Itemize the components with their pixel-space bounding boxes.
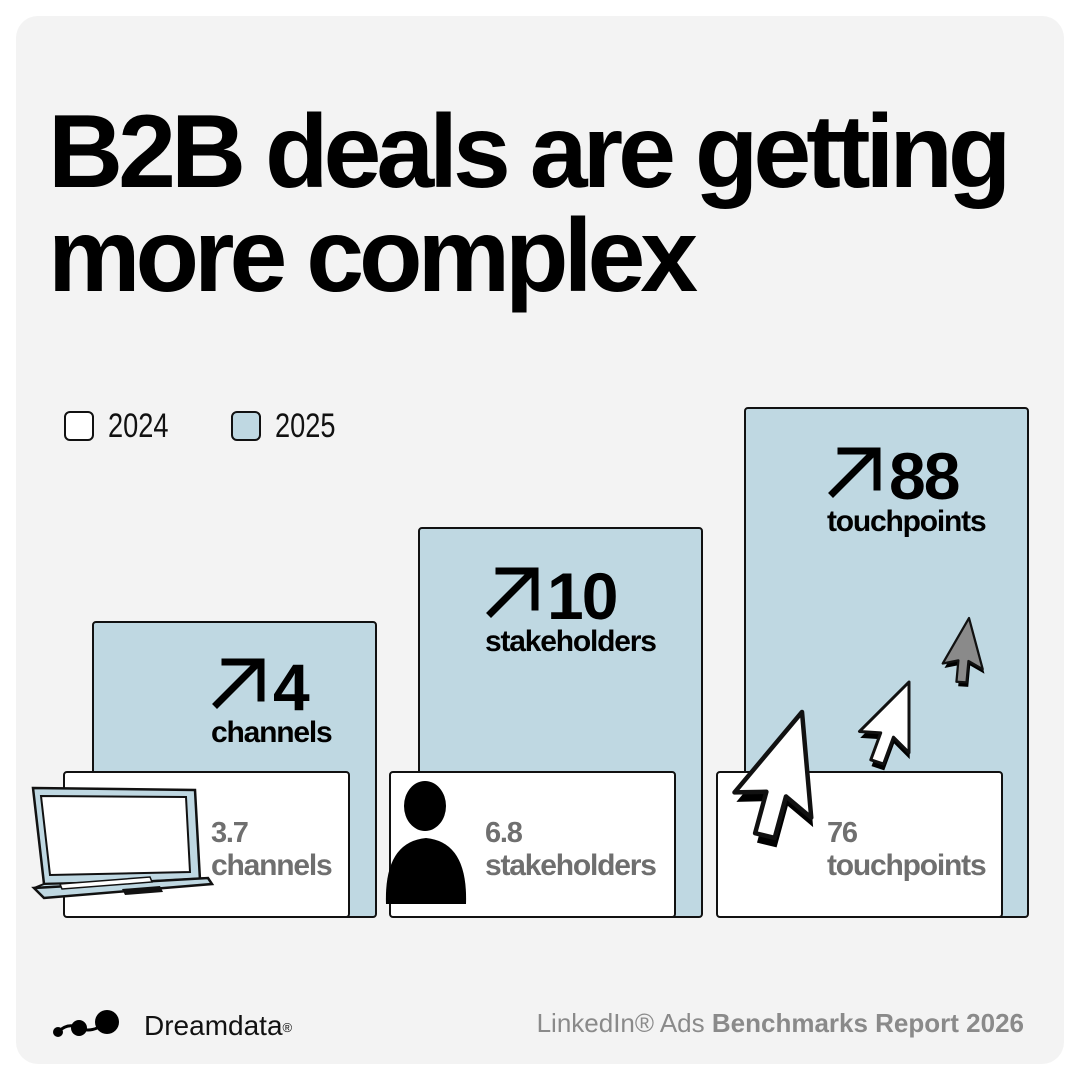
value-2025-stakeholders: 10 xyxy=(547,559,616,633)
arrow-up-right-icon xyxy=(486,567,539,618)
legend-item-2024: 2024 xyxy=(64,406,184,445)
unit-2025-stakeholders: stakeholders xyxy=(485,625,656,658)
arrow-up-right-icon xyxy=(212,658,265,709)
value-2025-channels: 4 xyxy=(273,650,310,724)
report-title: Benchmarks Report 2026 xyxy=(711,1008,1024,1038)
legend-item-2025: 2025 xyxy=(231,406,351,445)
value-2024-channels: 3.7 xyxy=(211,817,248,849)
value-2024-stakeholders: 6.8 xyxy=(485,817,523,849)
unit-2024-channels: channels xyxy=(211,849,332,882)
unit-2025-touchpoints: touchpoints xyxy=(827,505,986,538)
brand-name: Dreamdata® xyxy=(144,1010,293,1041)
laptop-icon xyxy=(31,786,215,900)
unit-2025-channels: channels xyxy=(211,716,332,749)
value-2024-touchpoints: 76 xyxy=(827,817,858,849)
dreamdata-logo-icon xyxy=(53,1010,119,1037)
title-line-2: more complex xyxy=(48,198,698,314)
report-name: LinkedIn® Ads Benchmarks Report 2026 xyxy=(537,1008,1024,1039)
legend-swatch-2025 xyxy=(231,411,261,441)
person-icon xyxy=(385,781,467,904)
value-2025-touchpoints: 88 xyxy=(889,439,959,513)
report-prefix: LinkedIn® Ads xyxy=(536,1008,712,1038)
legend-label-2024: 2024 xyxy=(108,406,169,445)
brand-logo: Dreamdata® xyxy=(52,1004,292,1048)
page-title: B2B deals are getting more complex xyxy=(48,94,1011,314)
unit-2024-touchpoints: touchpoints xyxy=(827,849,986,882)
cursor-arrows-icon xyxy=(732,616,985,848)
bar-2024-touchpoints xyxy=(716,771,1003,918)
legend-swatch-2024 xyxy=(64,411,94,441)
legend-label-2025: 2025 xyxy=(275,406,336,445)
title-line-1: B2B deals are getting xyxy=(48,94,1011,210)
unit-2024-stakeholders: stakeholders xyxy=(485,849,656,882)
arrow-up-right-icon xyxy=(828,447,881,498)
